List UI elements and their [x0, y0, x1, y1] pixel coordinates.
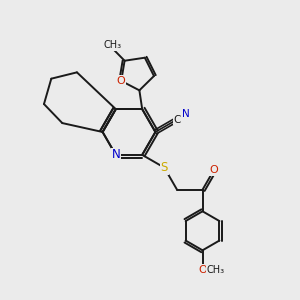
Text: N: N — [111, 148, 120, 161]
Text: CH₃: CH₃ — [206, 265, 224, 275]
Text: O: O — [209, 165, 218, 175]
Text: C: C — [173, 115, 181, 124]
Text: O: O — [198, 265, 207, 275]
Text: N: N — [182, 109, 189, 119]
Text: O: O — [117, 76, 126, 86]
Text: CH₃: CH₃ — [104, 40, 122, 50]
Text: S: S — [160, 161, 168, 174]
